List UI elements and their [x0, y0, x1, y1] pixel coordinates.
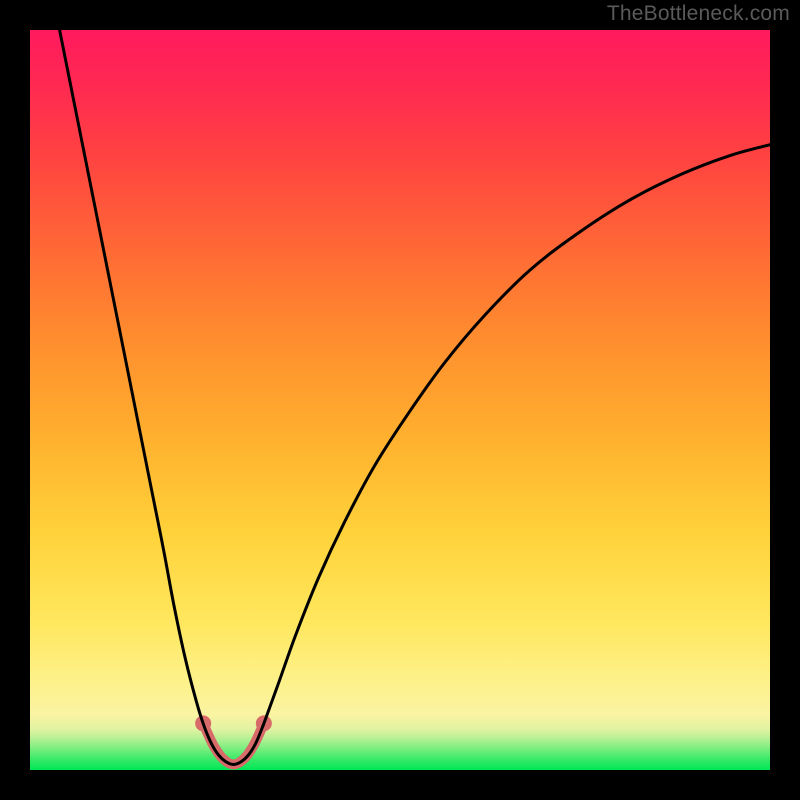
watermark-text: TheBottleneck.com [607, 2, 790, 26]
curve-right-branch [263, 145, 770, 726]
plot-area [30, 30, 770, 770]
curve-layer [30, 30, 770, 770]
chart-container: TheBottleneck.com [0, 0, 800, 800]
curve-left-branch [60, 30, 264, 764]
